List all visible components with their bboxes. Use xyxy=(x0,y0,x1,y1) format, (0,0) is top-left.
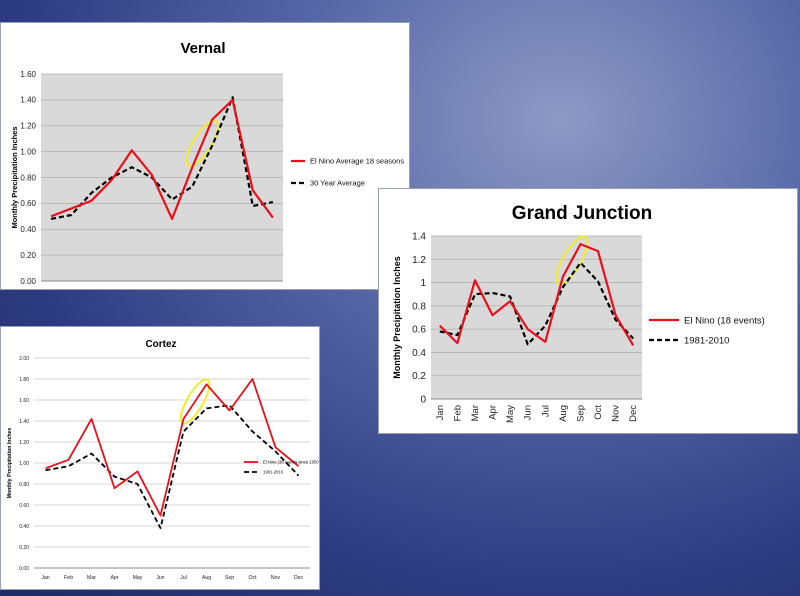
vernal-chart: 0.00 0.20 0.40 0.60 0.80 1.00 1.20 1.40 1.60 Jan F… xyxy=(10,40,404,290)
x-tick-label: Sep xyxy=(575,405,586,422)
y-tick-label: 0.80 xyxy=(20,173,36,182)
x-tick-label: May xyxy=(133,575,143,581)
x-tick-label: Feb xyxy=(64,575,73,581)
y-tick-label: 0.20 xyxy=(19,545,29,551)
x-tick-label: Oct xyxy=(227,288,240,290)
x-tick-label: Apr xyxy=(110,575,118,581)
y-tick-label: 1.00 xyxy=(19,461,29,467)
y-tick-label: 0.20 xyxy=(20,251,36,260)
x-tick-label: Aug xyxy=(186,288,199,290)
y-axis-label: Monthly Precipitation Inches xyxy=(7,428,13,499)
x-tick-label: Sep xyxy=(225,575,234,581)
legend-label: El Nino (36 events since 1950) xyxy=(263,459,319,464)
y-tick-label: 0.00 xyxy=(19,566,29,572)
y-tick-label: 0.40 xyxy=(20,225,36,234)
grand-junction-chart: 0 0.2 0.4 0.6 0.8 1 1.2 1.4 Jan Feb Mar Apr May Jun Ju… xyxy=(392,203,765,423)
x-tick-label: Nov xyxy=(246,288,260,290)
y-tick-label: 1.20 xyxy=(20,122,36,131)
x-tick-label: Jul xyxy=(540,405,551,417)
x-tick-label: Oct xyxy=(593,405,604,420)
x-tick-label: Apr xyxy=(106,288,118,290)
x-tick-label: Mar xyxy=(470,405,481,421)
y-tick-label: 0 xyxy=(420,395,426,406)
x-tick-label: Feb xyxy=(65,288,78,290)
y-tick-label: 0.80 xyxy=(19,482,29,488)
legend-label: 1981-2010 xyxy=(684,335,729,346)
x-tick-label: Mar xyxy=(85,288,98,290)
x-tick-label: Jun xyxy=(156,575,164,581)
y-axis-label: Monthly Precipitation Inches xyxy=(10,126,19,228)
y-tick-label: 1.60 xyxy=(19,398,29,404)
x-tick-label: Aug xyxy=(202,575,211,581)
x-tick-label: Oct xyxy=(248,575,257,581)
vernal-chart-panel: 0.00 0.20 0.40 0.60 0.80 1.00 1.20 1.40 1.60 Jan F… xyxy=(0,22,410,290)
y-tick-label: 1.40 xyxy=(20,96,36,105)
y-tick-label: 0.60 xyxy=(20,199,36,208)
x-tick-label: Nov xyxy=(271,575,281,581)
x-tick-label: May xyxy=(125,288,139,290)
y-tick-label: 1.4 xyxy=(412,232,426,243)
series-line-el-nino xyxy=(45,378,300,517)
y-tick-label: 1.40 xyxy=(19,419,29,425)
y-tick-label: 0.60 xyxy=(19,503,29,509)
cortez-chart-panel: 0.00 0.20 0.40 0.60 0.80 1.00 1.20 1.40 1.60 1.80… xyxy=(0,326,320,590)
y-tick-label: 1.80 xyxy=(19,377,29,383)
y-tick-label: 1.60 xyxy=(20,70,36,79)
legend-label: El Nino (18 events) xyxy=(684,315,765,326)
y-tick-label: 0.00 xyxy=(20,277,36,286)
x-tick-label: Jan xyxy=(435,405,446,420)
y-tick-label: 0.2 xyxy=(412,371,426,382)
series-line-el-nino xyxy=(439,242,635,346)
y-tick-label: 0.4 xyxy=(412,348,426,359)
grand-junction-chart-panel: 0 0.2 0.4 0.6 0.8 1 1.2 1.4 Jan Feb Mar Apr May Jun Ju… xyxy=(378,188,798,434)
y-tick-label: 0.8 xyxy=(412,301,426,312)
x-tick-label: Jul xyxy=(167,288,177,290)
chart-title: Grand Junction xyxy=(512,203,652,224)
legend-label: 30 Year Average xyxy=(310,179,365,188)
y-tick-label: 1 xyxy=(420,278,426,289)
x-tick-label: Feb xyxy=(452,405,463,421)
x-tick-label: Mar xyxy=(87,575,96,581)
y-tick-label: 1.20 xyxy=(19,440,29,446)
y-tick-label: 1.2 xyxy=(412,255,426,266)
x-tick-label: Nov xyxy=(611,405,622,422)
cortez-chart: 0.00 0.20 0.40 0.60 0.80 1.00 1.20 1.40 1.60 1.80… xyxy=(7,339,319,581)
legend-label: 1981-2010 xyxy=(263,469,284,474)
series-line-el-nino xyxy=(50,98,274,220)
x-tick-label: Dec xyxy=(294,575,304,581)
x-tick-label: Jul xyxy=(180,575,187,581)
x-tick-label: Sep xyxy=(206,288,219,290)
x-tick-label: Jun xyxy=(523,405,534,420)
x-tick-label: Jan xyxy=(41,575,49,581)
x-tick-label: Aug xyxy=(558,405,569,422)
x-tick-label: Apr xyxy=(488,405,499,420)
y-tick-label: 2.00 xyxy=(19,356,29,362)
y-tick-label: 0.6 xyxy=(412,325,426,336)
y-tick-label: 1.00 xyxy=(20,147,36,156)
y-tick-label: 0.40 xyxy=(19,524,29,530)
x-tick-label: Dec xyxy=(628,405,639,422)
x-tick-label: Jun xyxy=(146,288,158,290)
chart-title: Cortez xyxy=(145,339,176,350)
x-tick-label: Jan xyxy=(45,288,57,290)
x-tick-label: May xyxy=(505,405,516,423)
chart-title: Vernal xyxy=(180,40,225,57)
y-axis-label: Monthly Precipitation Inches xyxy=(392,256,402,379)
plot-area xyxy=(431,236,642,399)
legend-label: El Nino Average 18 seasons xyxy=(310,157,404,166)
x-tick-label: Dec xyxy=(266,288,280,290)
